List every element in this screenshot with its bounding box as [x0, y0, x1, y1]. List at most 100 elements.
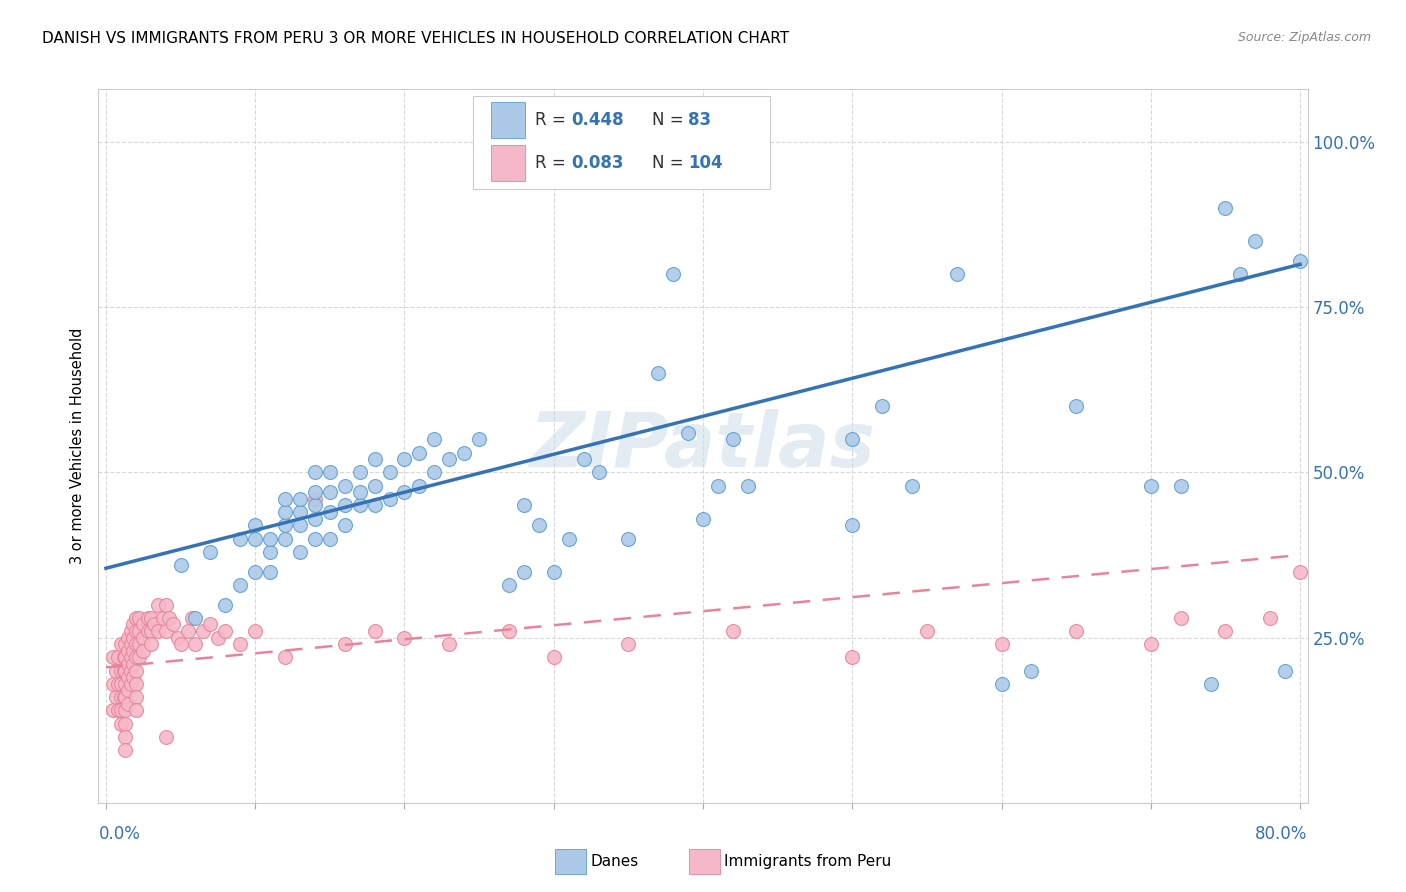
Point: [110, 690, 132, 704]
Text: 80.0%: 80.0%: [1256, 825, 1308, 843]
Point: [439, 452, 461, 467]
Point: [117, 644, 139, 658]
Point: [132, 644, 155, 658]
Point: [121, 617, 143, 632]
Point: [110, 664, 132, 678]
Point: [304, 491, 326, 506]
Point: [513, 565, 536, 579]
Point: [114, 716, 136, 731]
Point: [169, 558, 191, 572]
Point: [107, 703, 129, 717]
Point: [110, 703, 132, 717]
Point: [408, 478, 430, 492]
Text: Immigrants from Peru: Immigrants from Peru: [724, 855, 891, 869]
Point: [423, 433, 446, 447]
Text: N =: N =: [652, 154, 689, 172]
Point: [1289, 565, 1312, 579]
Point: [243, 565, 266, 579]
Point: [1215, 624, 1237, 638]
Point: [468, 433, 491, 447]
Point: [333, 518, 356, 533]
FancyBboxPatch shape: [492, 145, 526, 181]
Point: [870, 400, 893, 414]
Point: [152, 611, 174, 625]
FancyBboxPatch shape: [492, 103, 526, 138]
Point: [647, 367, 669, 381]
Point: [1021, 664, 1043, 678]
Point: [103, 677, 125, 691]
Point: [114, 690, 136, 704]
Point: [394, 452, 416, 467]
Point: [439, 637, 461, 651]
Point: [945, 267, 967, 281]
Text: N =: N =: [652, 112, 689, 129]
Point: [1215, 201, 1237, 215]
Text: R =: R =: [534, 112, 571, 129]
Point: [121, 670, 143, 684]
Point: [125, 664, 148, 678]
Point: [1064, 624, 1087, 638]
Point: [155, 598, 177, 612]
Point: [721, 433, 744, 447]
Point: [128, 637, 150, 651]
Point: [333, 478, 356, 492]
Point: [229, 578, 252, 592]
Point: [527, 518, 550, 533]
Point: [990, 637, 1012, 651]
Point: [394, 631, 416, 645]
Point: [363, 478, 385, 492]
Point: [139, 624, 162, 638]
Point: [200, 617, 222, 632]
Point: [349, 485, 371, 500]
Point: [142, 617, 165, 632]
Point: [662, 267, 685, 281]
Point: [1258, 611, 1281, 625]
Point: [114, 677, 136, 691]
Point: [110, 677, 132, 691]
Point: [103, 703, 125, 717]
Point: [121, 657, 143, 671]
Point: [229, 532, 252, 546]
Point: [243, 624, 266, 638]
Point: [1244, 234, 1267, 248]
Point: [139, 611, 162, 625]
Point: [841, 650, 863, 665]
Point: [157, 611, 180, 625]
Point: [319, 485, 342, 500]
Point: [259, 545, 281, 559]
Point: [105, 690, 128, 704]
Point: [125, 703, 148, 717]
Point: [103, 650, 125, 665]
Point: [114, 730, 136, 744]
Point: [136, 611, 159, 625]
Point: [125, 637, 148, 651]
Point: [117, 697, 139, 711]
Point: [207, 631, 229, 645]
Point: [121, 644, 143, 658]
Point: [125, 624, 148, 638]
Point: [128, 650, 150, 665]
Point: [288, 545, 311, 559]
Point: [243, 518, 266, 533]
Point: [112, 690, 135, 704]
Point: [378, 466, 401, 480]
Point: [363, 452, 385, 467]
Point: [114, 637, 136, 651]
Point: [557, 532, 579, 546]
Point: [125, 650, 148, 665]
Text: ZIPatlas: ZIPatlas: [530, 409, 876, 483]
Point: [117, 657, 139, 671]
Point: [259, 565, 281, 579]
Point: [214, 598, 236, 612]
Point: [498, 624, 520, 638]
Text: Danes: Danes: [591, 855, 638, 869]
Point: [184, 637, 207, 651]
Point: [1140, 478, 1163, 492]
Point: [274, 491, 297, 506]
Point: [114, 743, 136, 757]
Point: [841, 518, 863, 533]
Point: [128, 611, 150, 625]
Point: [707, 478, 730, 492]
Point: [120, 637, 142, 651]
Text: 104: 104: [689, 154, 723, 172]
